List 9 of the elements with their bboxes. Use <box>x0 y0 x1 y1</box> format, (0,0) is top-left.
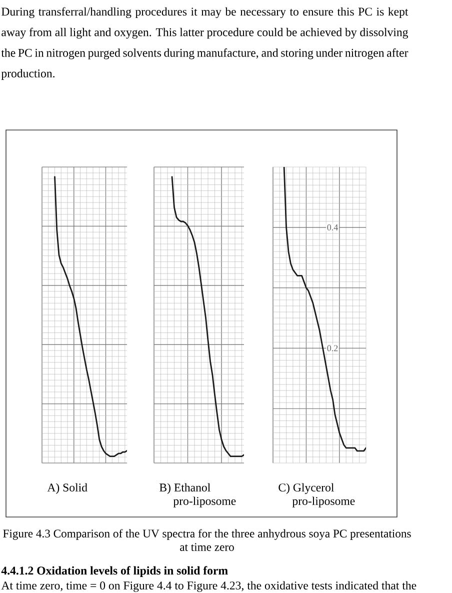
y-tick-label: 0.4 <box>327 224 338 230</box>
text: 4.4.1.2 Oxidation levels of lipids in solid form <box>1 566 228 578</box>
text: B) Ethanol pro-liposome <box>160 483 236 508</box>
text: At time zero, time = 0 on Figure 4.4 to Figure 4.23, the oxidative tests indicated that the <box>1 581 416 592</box>
text: During transferral/handling procedures it may be necessary to ensure this PC is kept away from all light and oxygen. This latter procedure could be achieved by dissolving the PC in nitrogen purged solvents during manufacture, and storing under nitrogen after production. <box>1 7 408 80</box>
caption: Figure 4.3 Comparison of the UV spectra for the three anhydrous soya PC presentations at time zero <box>3 529 411 551</box>
text: C) Glycerol pro-liposome <box>278 483 355 508</box>
text: A) Solid <box>47 483 88 494</box>
y-tick-label: 0.2 <box>327 345 338 352</box>
